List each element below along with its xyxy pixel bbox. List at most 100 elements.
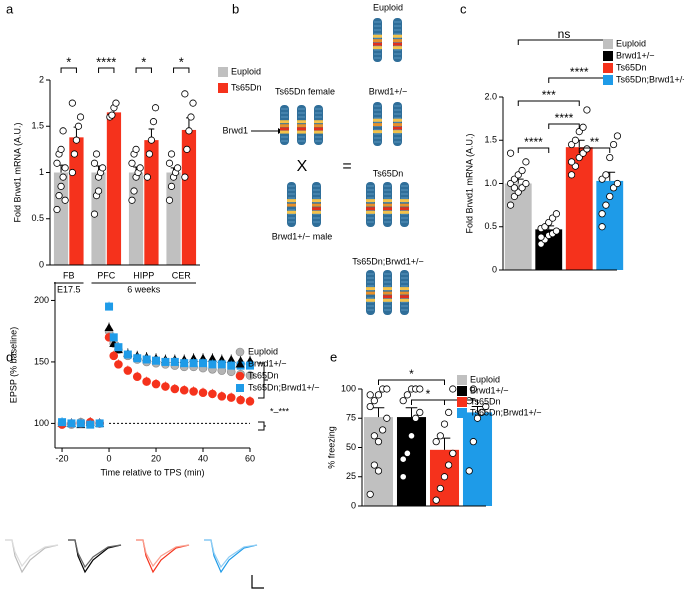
data-point [90, 210, 99, 218]
data-point [132, 145, 140, 153]
data-point [128, 159, 136, 167]
data-point [142, 377, 151, 386]
legend-swatch [218, 83, 228, 93]
chromosome-band [373, 34, 382, 38]
bar [462, 412, 493, 506]
data-point [226, 354, 236, 363]
significance-bracket [378, 379, 445, 385]
bar [128, 172, 144, 265]
data-point [383, 385, 391, 393]
chromosome-band [373, 39, 382, 43]
chromosome-band [400, 287, 409, 291]
data-point [181, 90, 189, 98]
chromosome-band [400, 295, 409, 299]
bar [106, 112, 122, 265]
data-point [165, 196, 174, 204]
significance-bracket [517, 100, 580, 106]
significance-label: * [179, 54, 184, 69]
data-point [606, 192, 614, 201]
legend-label: Euploid [616, 38, 646, 48]
data-point [440, 420, 449, 428]
significance-label: **** [96, 54, 116, 69]
significance-label: * [141, 54, 146, 69]
significance-bracket [578, 147, 611, 153]
chromosome-band [314, 130, 323, 134]
group-label: E17.5 [57, 284, 81, 294]
data-point [170, 384, 180, 394]
y-tick-label: 1 [39, 167, 44, 177]
chromosome-band [383, 210, 392, 214]
data-point [53, 205, 61, 214]
data-point [217, 392, 227, 401]
chromosome-band [373, 46, 382, 50]
data-point [506, 201, 515, 209]
chromosome-band [287, 199, 296, 203]
chromosome-band [400, 207, 409, 211]
significance-bracket [60, 67, 77, 73]
y-tick-label: 1.5 [484, 135, 497, 145]
data-point [147, 136, 156, 144]
data-point [399, 455, 407, 463]
data-point [613, 132, 622, 140]
chromosome-band [280, 124, 289, 128]
data-point [246, 361, 254, 370]
data-point [552, 227, 561, 235]
significance-label: **** [555, 111, 574, 125]
significance-label: **** [524, 135, 543, 149]
panel-label: b [232, 1, 239, 16]
data-point [583, 106, 591, 114]
chromosome-band [314, 120, 323, 124]
chromosome-band [393, 46, 402, 50]
data-point [416, 408, 424, 416]
chromosome-band [400, 203, 409, 207]
data-point [76, 419, 85, 428]
y-tick-label: 0 [39, 259, 44, 269]
x-tick-label: 20 [151, 453, 161, 463]
chromosome-band [366, 287, 375, 291]
data-point [236, 395, 245, 405]
chromosome-band [312, 210, 321, 214]
data-point [112, 99, 120, 107]
legend-label: Brwd1+/− [248, 358, 287, 368]
data-point [440, 473, 449, 481]
data-point [57, 145, 65, 153]
legend-label: Brwd1+/− [616, 50, 655, 60]
data-point [207, 353, 217, 362]
data-point [70, 150, 79, 158]
legend-swatch [457, 375, 467, 385]
data-point [123, 366, 133, 375]
data-point [432, 496, 440, 504]
legend-swatch [603, 51, 613, 61]
chromosome-band [366, 203, 375, 207]
data-point [59, 173, 67, 181]
chromosome-band [383, 207, 392, 211]
example-traces [5, 539, 264, 589]
chromosome-band [314, 124, 323, 128]
significance-bracket [548, 123, 580, 129]
error-bar [471, 406, 484, 413]
y-axis-label: % freezing [326, 426, 336, 469]
chromosome-band [297, 130, 306, 134]
data-point [90, 159, 99, 167]
legend-swatch [218, 67, 228, 77]
y-tick-label: 2 [39, 74, 44, 84]
y-tick-label: 150 [34, 356, 49, 366]
data-point [473, 414, 482, 422]
data-point [183, 145, 191, 153]
data-point [53, 159, 61, 167]
group-label: 6 weeks [127, 284, 161, 294]
legend-swatch [603, 63, 613, 73]
data-point [374, 438, 383, 446]
data-point [151, 104, 160, 112]
legend-label: Euploid [248, 346, 278, 356]
data-point [151, 379, 161, 389]
y-tick-label: 0.5 [31, 213, 44, 223]
data-point [226, 393, 236, 402]
chromosome-band [393, 118, 402, 122]
data-point [67, 419, 76, 428]
legend-label: Ts65Dn;Brwd1+/− [616, 74, 684, 84]
diagram-label: Ts65Dn;Brwd1+/− [352, 256, 424, 266]
bar [181, 129, 197, 265]
chromosome-band [312, 199, 321, 203]
data-point [469, 385, 477, 393]
